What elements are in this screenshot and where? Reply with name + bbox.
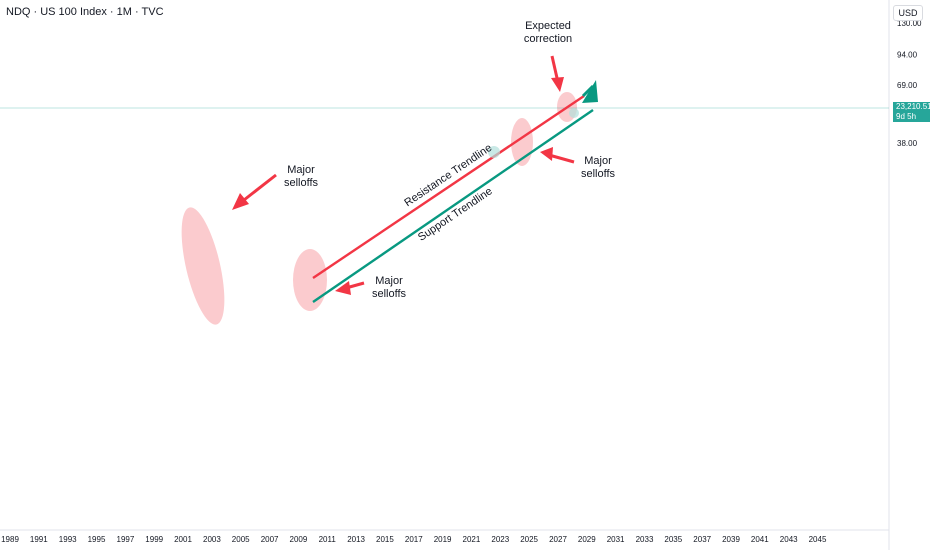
x-tick-label: 2019 — [434, 535, 452, 544]
support-trendline-arrowhead — [582, 80, 598, 103]
x-tick-label: 2029 — [578, 535, 596, 544]
annotation-arrows — [232, 55, 575, 295]
x-tick-label: 2043 — [780, 535, 798, 544]
x-tick-label: 2007 — [261, 535, 279, 544]
annotation-expected-correction-line2: correction — [524, 33, 572, 45]
annotation-expected-correction-line1: Expected — [525, 20, 571, 32]
x-tick-label: 2039 — [722, 535, 740, 544]
time-axis[interactable]: 1989 1991 1993 1995 1997 1999 2001 2003 2005 2007… — [1, 535, 827, 544]
x-tick-label: 2011 — [319, 535, 337, 544]
x-tick-label: 2033 — [636, 535, 654, 544]
x-tick-label: 1995 — [88, 535, 106, 544]
x-tick-label: 1999 — [145, 535, 163, 544]
x-tick-label: 1997 — [117, 535, 135, 544]
x-tick-label: 2017 — [405, 535, 423, 544]
annotation-major-selloffs-2009-line1: Major — [375, 275, 403, 287]
support-arrow-shaft — [581, 84, 595, 98]
support-trendline[interactable] — [312, 109, 594, 303]
x-tick-label: 2021 — [463, 535, 481, 544]
annotation-major-selloffs-2000-line2: selloffs — [284, 177, 319, 189]
x-tick-label: 2003 — [203, 535, 221, 544]
symbol-header[interactable]: NDQ · US 100 Index · 1M · TVC — [6, 6, 164, 18]
y-tick-label: 130.00 — [897, 19, 922, 28]
last-price-tag: 23,210.51 9d 5h — [893, 102, 932, 122]
arrow-2022-head — [540, 147, 553, 161]
x-tick-label: 1991 — [30, 535, 48, 544]
x-tick-label: 2025 — [520, 535, 538, 544]
x-tick-label: 1993 — [59, 535, 77, 544]
x-tick-label: 2027 — [549, 535, 567, 544]
annotation-major-selloffs-2022-line1: Major — [584, 155, 612, 167]
bar-countdown: 9d 5h — [896, 112, 917, 121]
y-tick-label: 69.00 — [897, 81, 918, 90]
x-tick-label: 2001 — [174, 535, 192, 544]
trendline-touch-2025 — [569, 108, 579, 118]
x-tick-label: 2041 — [751, 535, 769, 544]
highlight-2008-crash — [293, 249, 327, 311]
currency-selector[interactable]: USD — [893, 5, 923, 21]
y-tick-label: 38.00 — [897, 139, 918, 148]
x-tick-label: 2037 — [693, 535, 711, 544]
arrow-2000-shaft — [243, 173, 277, 202]
x-tick-label: 2013 — [347, 535, 365, 544]
x-tick-label: 1989 — [1, 535, 19, 544]
x-tick-label: 2009 — [290, 535, 308, 544]
annotation-major-selloffs-2022-line2: selloffs — [581, 168, 616, 180]
arrow-2009-head — [335, 281, 351, 295]
arrow-correction-shaft — [550, 55, 559, 79]
trendline-touch-2021 — [488, 146, 500, 158]
x-tick-label: 2023 — [491, 535, 509, 544]
x-tick-label: 2045 — [809, 535, 827, 544]
x-tick-label: 2035 — [664, 535, 682, 544]
resistance-trendline[interactable] — [312, 95, 585, 279]
price-axis[interactable]: 66,000.0048,500.0034,500.0023,000.0017,5… — [897, 0, 932, 148]
arrow-correction-head — [551, 77, 564, 92]
x-tick-label: 2031 — [607, 535, 625, 544]
arrow-2022-shaft — [548, 153, 575, 164]
x-tick-label: 2005 — [232, 535, 250, 544]
last-price-value: 23,210.51 — [896, 102, 932, 111]
trendlines[interactable] — [312, 80, 598, 303]
y-tick-label: 94.00 — [897, 51, 918, 60]
arrow-2000-head — [232, 193, 249, 210]
highlight-2000-crash — [181, 207, 225, 325]
x-tick-label: 2015 — [376, 535, 394, 544]
annotation-major-selloffs-2000-line1: Major — [287, 164, 315, 176]
annotation-major-selloffs-2009-line2: selloffs — [372, 288, 407, 300]
